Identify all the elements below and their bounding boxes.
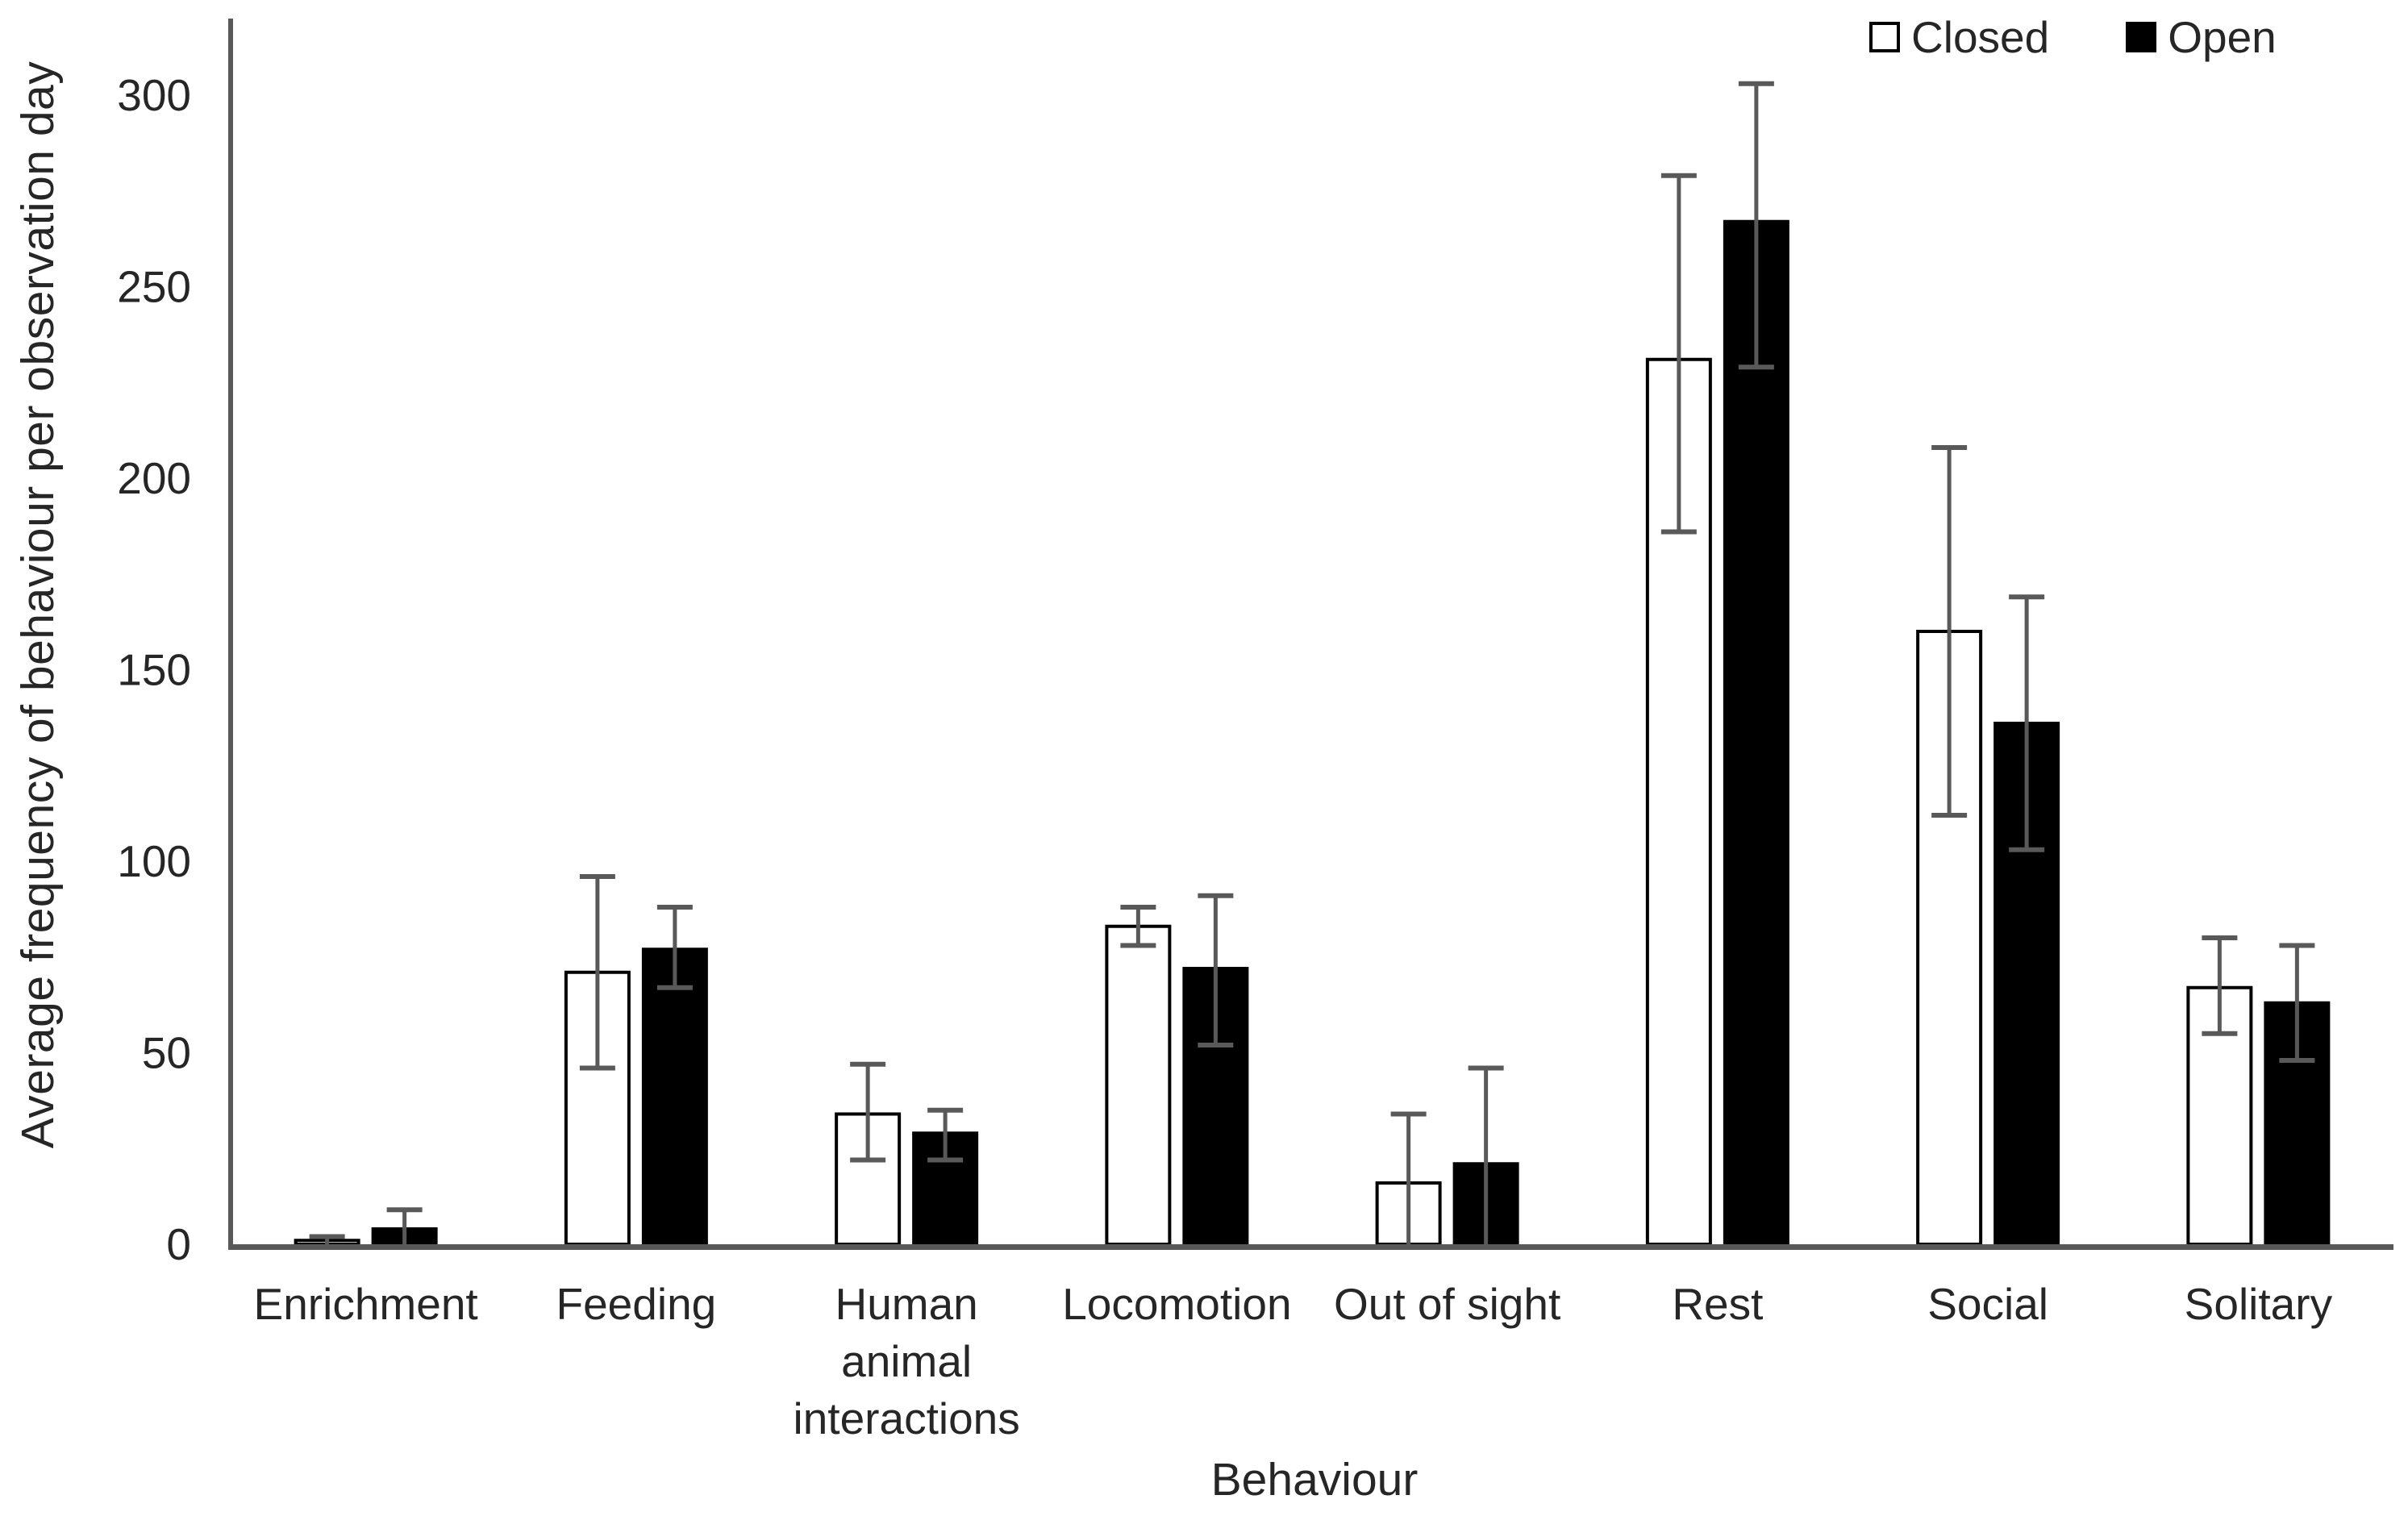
y-tick-label: 200 [117,453,191,503]
y-tick-label: 50 [142,1028,191,1078]
legend-label-closed: Closed [1911,12,2050,62]
x-axis-title: Behaviour [1210,1454,1419,1506]
category-label-line: Human [835,1279,977,1329]
y-tick-label: 300 [117,70,191,120]
category-label-line: Enrichment [254,1279,478,1329]
bar-open-rest [1723,219,1789,1246]
category-label-line: Out of sight [1334,1279,1560,1329]
bar-open-feeding [641,948,708,1246]
category-label-line: Feeding [556,1279,716,1329]
x-axis-line [228,1244,2393,1250]
category-label-line: Rest [1672,1279,1763,1329]
y-tick-label: 150 [117,645,191,695]
y-axis-title: Average frequency of behaviour per obser… [12,60,64,1149]
category-label-line: Solitary [2185,1279,2333,1329]
legend-item-closed: Closed [1869,11,2049,63]
y-tick-label: 250 [117,262,191,312]
legend-swatch-closed [1869,22,1900,52]
bar-closed-locomotion [1105,924,1172,1246]
y-tick-label: 100 [117,836,191,886]
y-tick-label: 0 [166,1219,191,1269]
y-axis-line [228,19,233,1250]
category-label-line: animal [841,1336,972,1386]
legend: Closed Open [1869,11,2277,63]
category-label-line: interactions [793,1393,1019,1443]
legend-swatch-open [2126,22,2157,52]
legend-item-open: Open [2126,11,2277,63]
legend-label-open: Open [2168,12,2277,62]
category-label-line: Social [1927,1279,2048,1329]
category-label-line: Locomotion [1062,1279,1291,1329]
bar-closed-rest [1645,357,1712,1246]
